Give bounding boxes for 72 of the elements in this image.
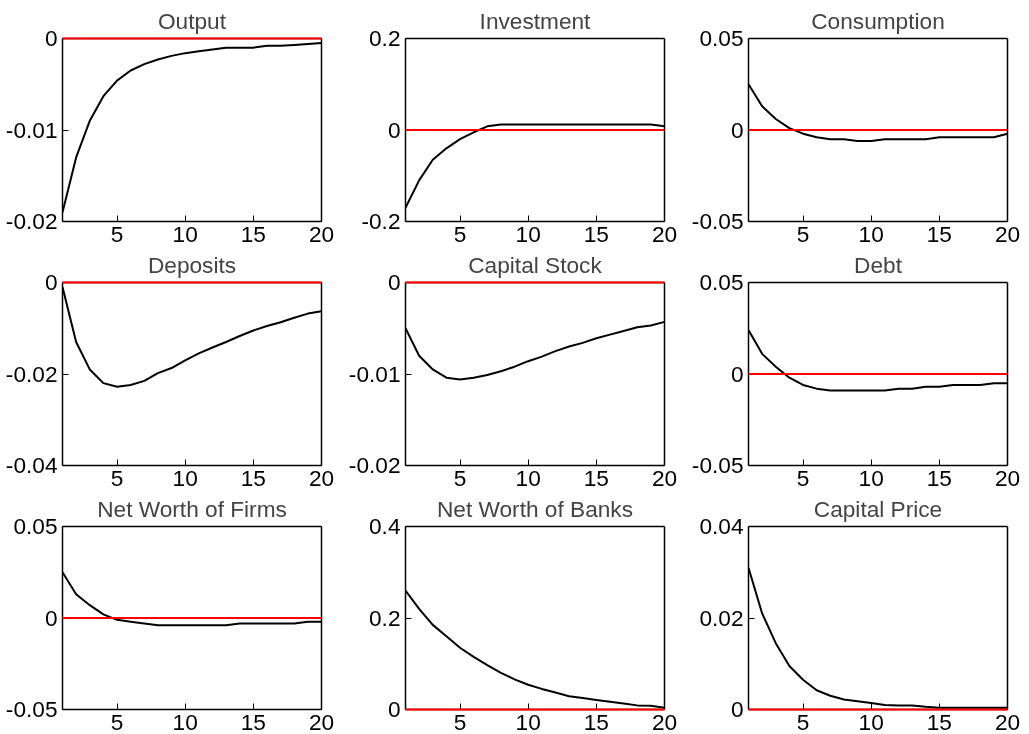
y-tick-label: 0.2: [369, 604, 401, 631]
y-tick-label: -0.04: [5, 452, 58, 478]
x-tick-label: 15: [926, 464, 952, 491]
x-tick-label: 20: [994, 220, 1021, 247]
y-tick-label: -0.02: [348, 452, 401, 478]
y-tick-label: 0: [730, 116, 744, 143]
y-tick-label: 0: [387, 269, 401, 295]
x-tick-label: 20: [308, 464, 335, 491]
y-tick-label: -0.01: [348, 360, 401, 387]
x-tick-label: 5: [110, 464, 124, 491]
x-tick-label: 15: [583, 708, 609, 734]
y-tick-label: 0: [730, 360, 744, 387]
x-tick-label: 5: [110, 708, 124, 734]
y-tick-label: -0.02: [5, 360, 58, 387]
x-tick-label: 5: [796, 464, 810, 491]
y-tick-label: 0.2: [369, 25, 401, 51]
x-tick-label: 10: [172, 464, 198, 491]
chart-title: Net Worth of Banks: [436, 495, 634, 522]
x-tick-label: 5: [453, 708, 467, 734]
chart-title: Deposits: [147, 251, 237, 278]
x-tick-label: 15: [583, 220, 609, 247]
chart-title: Capital Stock: [468, 251, 603, 278]
x-tick-label: 20: [308, 708, 335, 734]
y-tick-label: 0: [44, 269, 58, 295]
y-tick-label: -0.2: [361, 208, 401, 234]
chart-title: Investment: [479, 7, 592, 34]
y-tick-label: 0: [387, 116, 401, 143]
x-tick-label: 10: [172, 220, 198, 247]
y-tick-label: 0: [44, 25, 58, 51]
y-tick-label: 0: [730, 696, 744, 722]
x-tick-label: 10: [858, 464, 884, 491]
x-tick-label: 20: [651, 464, 678, 491]
chart-title: Consumption: [811, 7, 945, 34]
y-tick-label: -0.01: [5, 116, 58, 143]
y-tick-label: 0: [44, 604, 58, 631]
x-tick-label: 10: [858, 708, 884, 734]
x-tick-label: 10: [515, 220, 541, 247]
x-tick-label: 5: [796, 708, 810, 734]
x-tick-label: 15: [583, 464, 609, 491]
y-tick-label: 0.02: [699, 604, 744, 631]
x-tick-label: 20: [994, 708, 1021, 734]
chart-title: Debt: [854, 251, 903, 278]
y-tick-label: 0.04: [699, 513, 744, 539]
x-tick-label: 20: [994, 464, 1021, 491]
x-tick-label: 20: [651, 220, 678, 247]
x-tick-label: 10: [172, 708, 198, 734]
y-tick-label: 0.4: [369, 513, 401, 539]
x-tick-label: 5: [110, 220, 124, 247]
x-tick-label: 5: [796, 220, 810, 247]
y-tick-label: -0.05: [691, 452, 744, 478]
x-tick-label: 20: [651, 708, 678, 734]
y-tick-label: -0.02: [5, 208, 58, 234]
x-tick-label: 15: [926, 220, 952, 247]
y-tick-label: -0.05: [5, 696, 58, 722]
y-tick-label: 0.05: [699, 269, 744, 295]
y-tick-label: 0: [387, 696, 401, 722]
y-tick-label: 0.05: [699, 25, 744, 51]
chart-title: Capital Price: [813, 495, 943, 522]
x-tick-label: 10: [858, 220, 884, 247]
x-tick-label: 15: [240, 220, 266, 247]
y-tick-label: -0.05: [691, 208, 744, 234]
x-tick-label: 5: [453, 220, 467, 247]
x-tick-label: 5: [453, 464, 467, 491]
chart-title: Net Worth of Firms: [97, 495, 287, 522]
y-tick-label: 0.05: [13, 513, 58, 539]
x-tick-label: 15: [240, 464, 266, 491]
chart-title: Output: [157, 7, 227, 34]
x-tick-label: 10: [515, 464, 541, 491]
x-tick-label: 20: [308, 220, 335, 247]
x-tick-label: 15: [240, 708, 266, 734]
x-tick-label: 15: [926, 708, 952, 734]
x-tick-label: 10: [515, 708, 541, 734]
